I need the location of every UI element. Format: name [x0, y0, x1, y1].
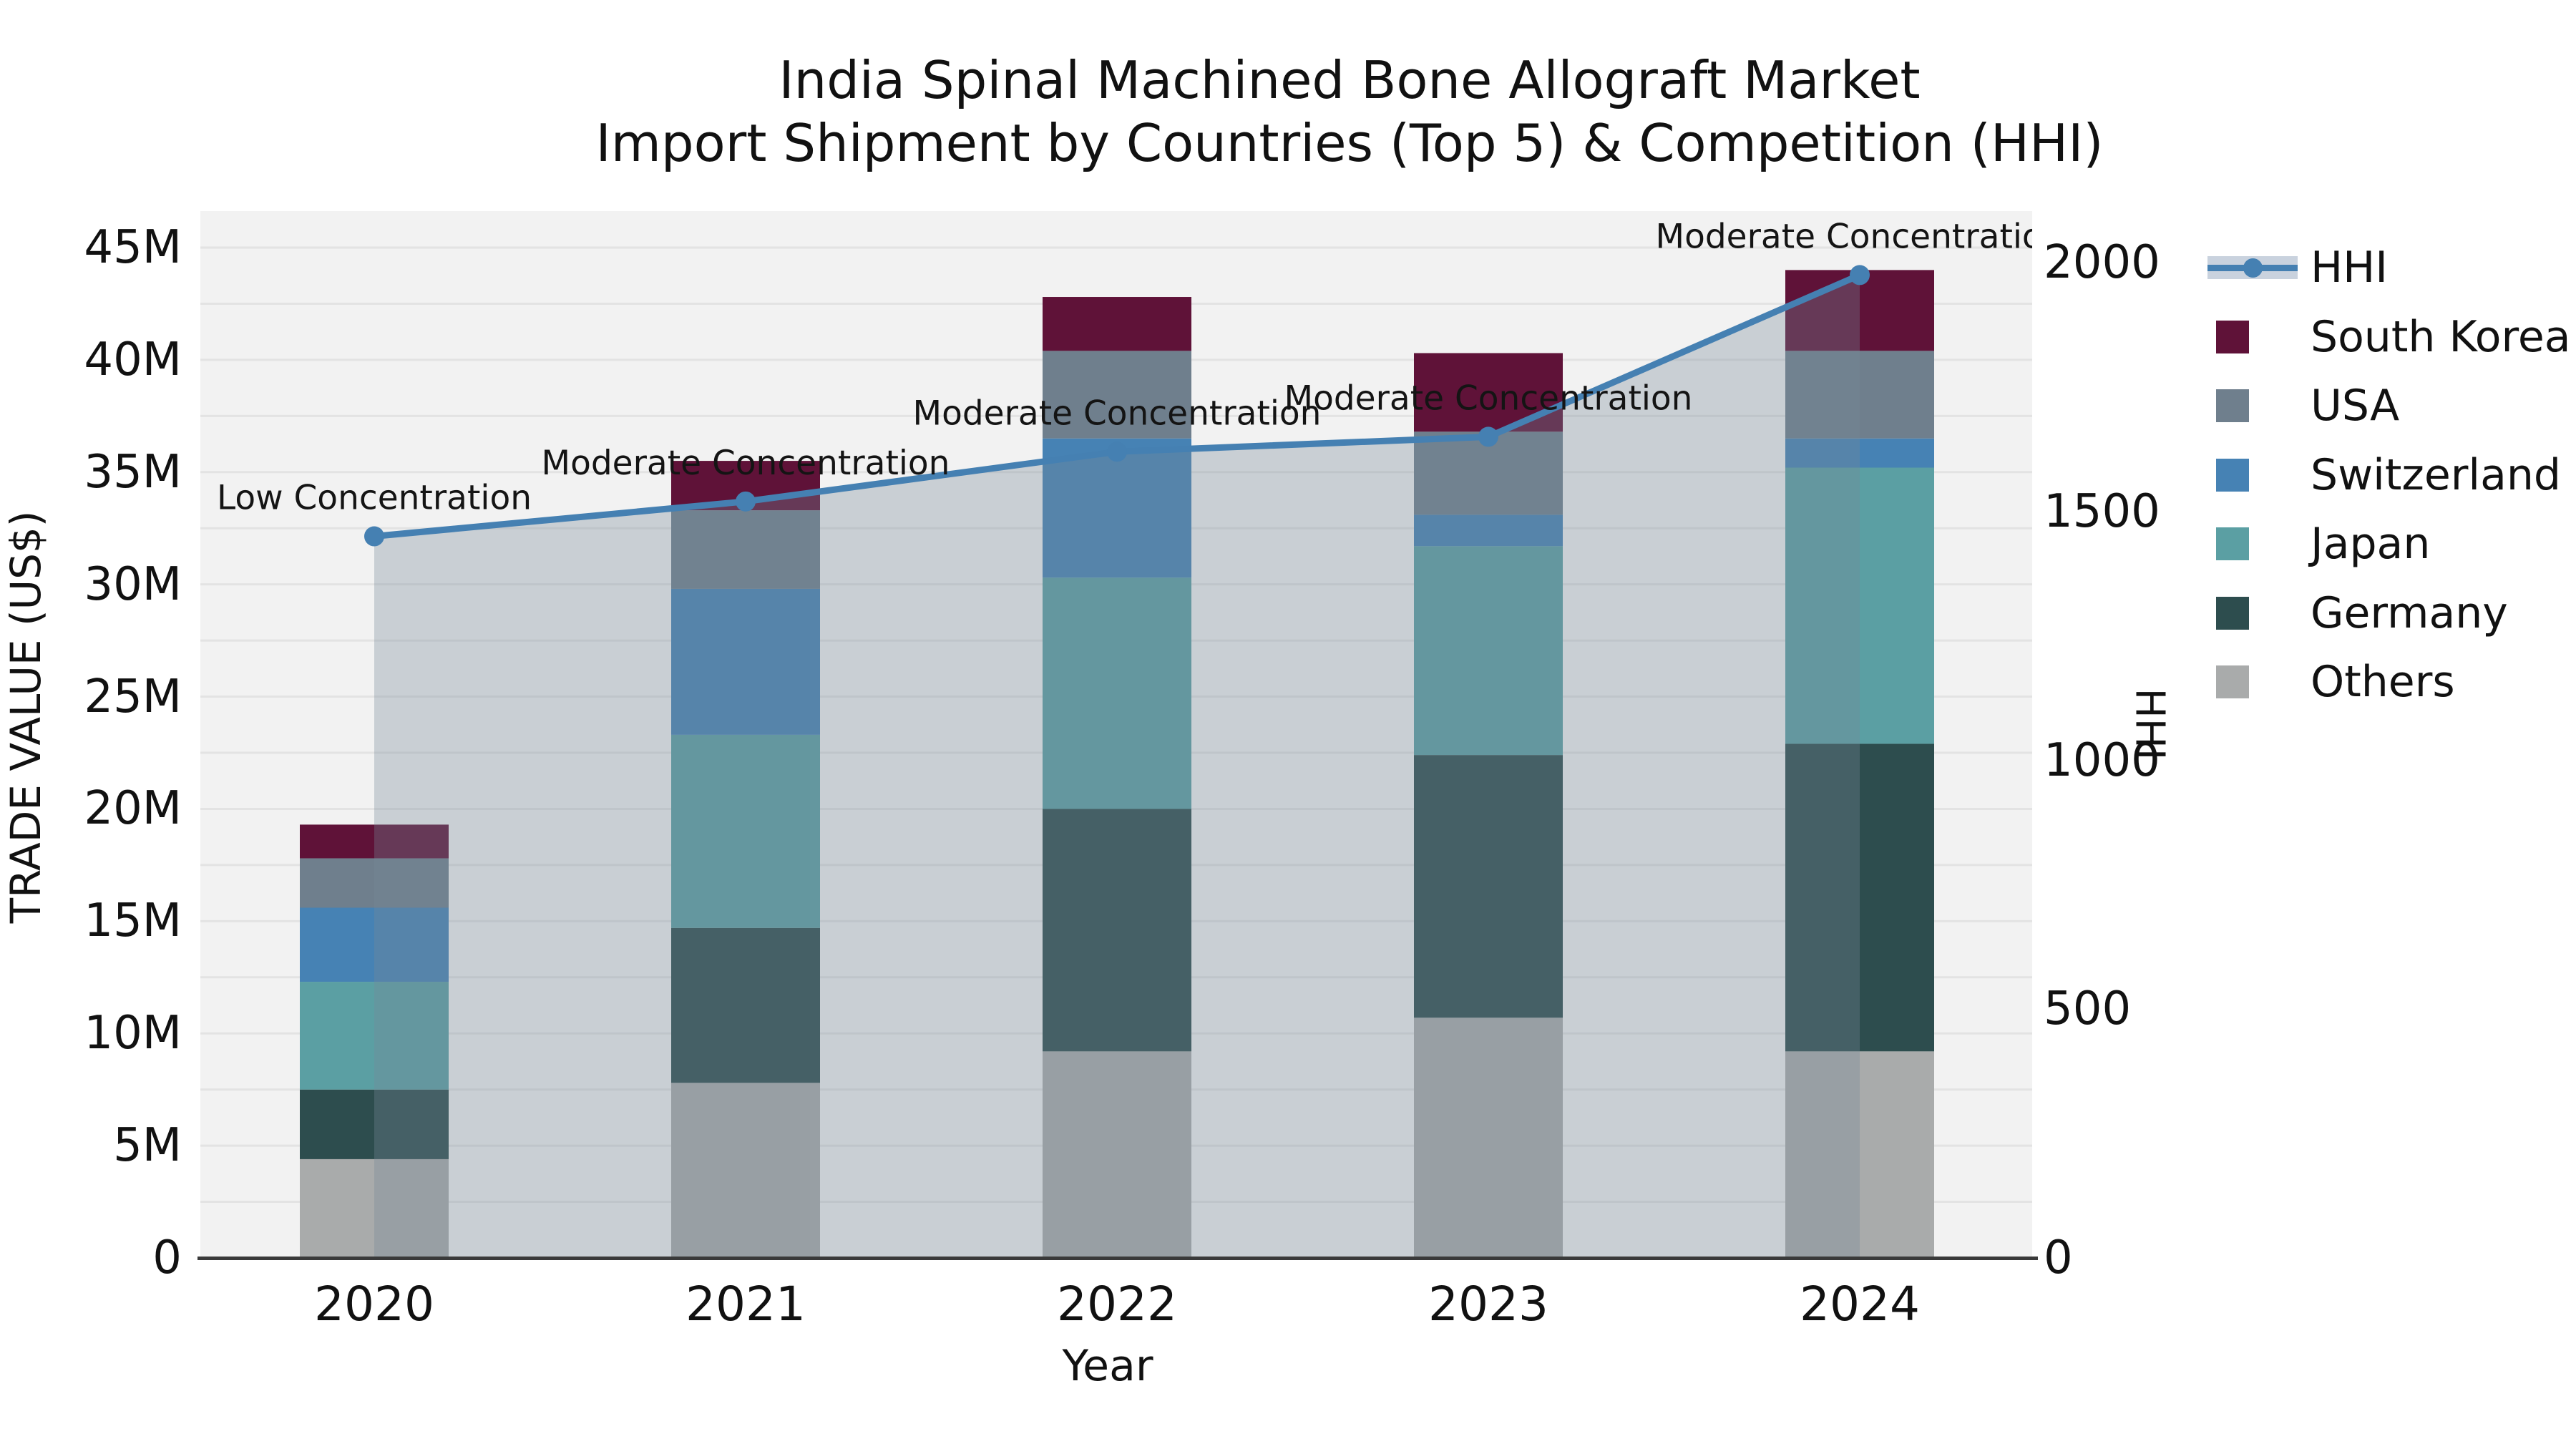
x-axis-tick-label: 2022: [1057, 1277, 1177, 1332]
bar-segment-japan: [1414, 546, 1563, 756]
legend-swatch: [2216, 320, 2249, 353]
legend-swatch: [2216, 527, 2249, 560]
y-axis-tick-label: 0: [152, 1231, 182, 1284]
bar-segment-usa: [671, 510, 820, 589]
x-axis-tick-label: 2023: [1428, 1277, 1548, 1332]
bar-segment-switzerland: [671, 588, 820, 735]
y-axis-tick-label: 40M: [84, 333, 182, 386]
bar-segment-others: [1043, 1051, 1191, 1258]
legend-swatch: [2216, 458, 2249, 492]
hhi-axis-tick-label: 2000: [2044, 236, 2160, 289]
bar-segment-switzerland: [300, 907, 449, 982]
legend-item-usa: USA: [2207, 381, 2399, 431]
legend-swatch: [2216, 596, 2249, 630]
bar-segment-others: [1414, 1018, 1563, 1258]
legend-label: USA: [2311, 381, 2400, 431]
bar-segment-south-korea: [300, 824, 449, 859]
annotation-label: Low Concentration: [217, 479, 532, 518]
legend-label: Germany: [2311, 587, 2508, 638]
legend-item-switzerland: Switzerland: [2207, 450, 2561, 500]
hhi-axis-tick-label: 500: [2044, 982, 2132, 1036]
hhi-marker: [1107, 441, 1127, 462]
y-axis-tick-label: 35M: [84, 445, 182, 499]
hhi-axis-tick-label: 1000: [2044, 733, 2160, 787]
bar-segment-others: [300, 1158, 449, 1258]
legend-label: Japan: [2311, 519, 2431, 569]
legend-item-south-korea: South Korea: [2207, 312, 2571, 362]
y-axis-tick-label: 30M: [84, 557, 182, 611]
bar-segment-germany: [300, 1089, 449, 1159]
y-axis-tick-label: 45M: [84, 221, 182, 274]
legend-label: South Korea: [2311, 311, 2571, 362]
hhi-axis-tick-label: 0: [2044, 1231, 2073, 1284]
bar-segment-usa: [300, 858, 449, 908]
bar-segment-japan: [1043, 577, 1191, 809]
bar-segment-usa: [1043, 351, 1191, 439]
y-axis-tick-label: 10M: [84, 1007, 182, 1060]
y-axis-tick-label: 25M: [84, 670, 182, 723]
legend-label: HHI: [2311, 243, 2388, 293]
hhi-marker: [736, 491, 756, 512]
chart-title: India Spinal Machined Bone Allograft Mar…: [596, 49, 2104, 175]
bar-segment-germany: [1043, 809, 1191, 1052]
hhi-marker: [1478, 426, 1498, 447]
bar-segment-switzerland: [1785, 438, 1934, 468]
bar-segment-germany: [671, 927, 820, 1083]
chart-title-line2: Import Shipment by Countries (Top 5) & C…: [595, 113, 2104, 173]
annotation-label: Moderate Concentration: [1284, 379, 1693, 418]
legend-swatch: [2216, 665, 2249, 698]
hhi-marker: [1850, 265, 1870, 286]
bar-segment-others: [1785, 1051, 1934, 1258]
bar-segment-germany: [1785, 743, 1934, 1052]
legend-label: Switzerland: [2311, 449, 2561, 500]
legend-item-hhi: HHI: [2207, 243, 2388, 293]
bar-segment-japan: [300, 982, 449, 1090]
x-axis-title: Year: [1062, 1341, 1153, 1391]
annotation-label: Moderate Concentration: [542, 444, 950, 483]
legend-item-others: Others: [2207, 657, 2455, 707]
left-axis-title: TRADE VALUE (US$): [1, 510, 50, 924]
x-axis-tick-label: 2024: [1800, 1277, 1920, 1332]
bar-segment-japan: [671, 734, 820, 928]
bar-segment-south-korea: [1043, 297, 1191, 351]
legend-item-japan: Japan: [2207, 519, 2430, 569]
y-axis-tick-label: 20M: [84, 782, 182, 836]
legend-label: Others: [2311, 657, 2455, 707]
legend-swatch: [2216, 389, 2249, 422]
right-axis-title: HHI: [2126, 688, 2173, 761]
x-axis-tick-label: 2021: [686, 1277, 806, 1332]
hhi-axis-tick-label: 1500: [2044, 484, 2160, 538]
hhi-marker: [364, 526, 384, 547]
x-axis-tick-label: 2020: [314, 1277, 434, 1332]
hhi-fill-area: [374, 275, 1860, 1258]
chart-title-line1: India Spinal Machined Bone Allograft Mar…: [779, 50, 1921, 110]
bar-segment-switzerland: [1414, 514, 1563, 547]
annotation-label: Moderate Concentration: [913, 394, 1322, 433]
legend-item-germany: Germany: [2207, 588, 2508, 638]
bar-segment-germany: [1414, 755, 1563, 1018]
annotation-label: Moderate Concentration: [1656, 217, 2032, 256]
y-axis-tick-label: 15M: [84, 894, 182, 948]
legend-line-sample: [2207, 253, 2298, 282]
y-axis-tick-label: 5M: [113, 1119, 182, 1173]
bar-segment-japan: [1785, 467, 1934, 744]
x-axis-spine: [197, 1257, 2038, 1260]
bar-segment-usa: [1785, 351, 1934, 439]
bar-segment-others: [671, 1083, 820, 1258]
